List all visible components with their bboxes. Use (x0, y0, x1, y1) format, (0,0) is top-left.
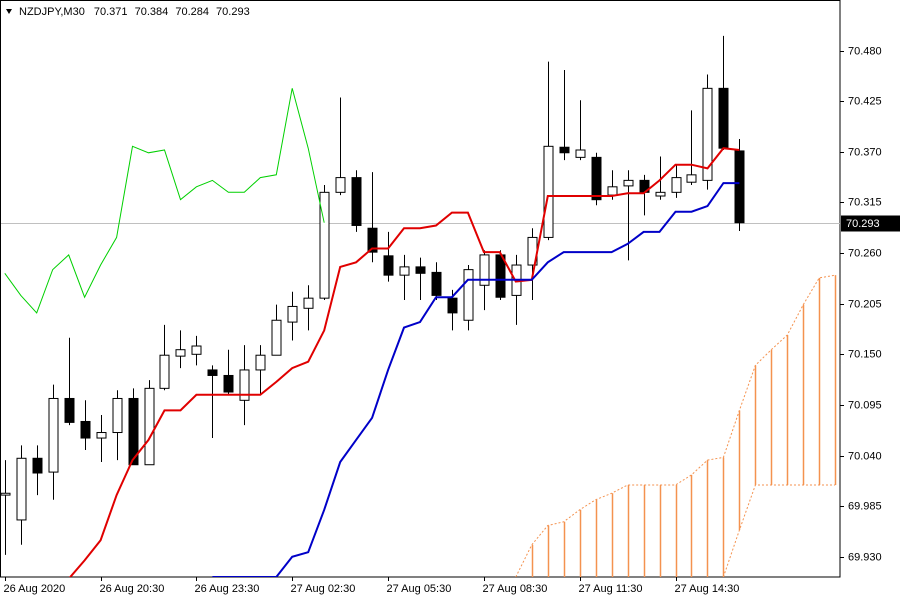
candle-body-up (303, 297, 314, 309)
candle-body-up (48, 397, 59, 473)
y-tick-label: 70.040 (848, 450, 882, 462)
y-tick-label: 70.480 (848, 45, 882, 57)
header-low: 70.284 (175, 6, 209, 18)
candle-body-up (1, 492, 11, 496)
plot-area (1, 35, 840, 577)
header-close: 70.293 (216, 6, 250, 18)
candle-body-down (32, 457, 43, 474)
candle-body-up (175, 349, 186, 357)
candle-body-up (607, 186, 618, 196)
candle-body-up (479, 254, 490, 286)
x-tick-label: 26 Aug 23:30 (195, 583, 260, 595)
candle-body-up (287, 305, 298, 323)
current-price-tag (841, 215, 900, 232)
candle-body-down (223, 374, 234, 393)
candle-body-up (16, 457, 27, 521)
candle-body-up (271, 319, 282, 356)
candle-body-up (144, 387, 155, 466)
candle-body-up (575, 149, 586, 158)
x-tick-label: 27 Aug 02:30 (291, 583, 356, 595)
y-tick-label: 70.370 (848, 146, 882, 158)
candle-body-up (399, 266, 410, 276)
indicator-line (212, 182, 740, 577)
candle-body-up (239, 369, 250, 401)
symbol: NZDJPY,M30 (19, 6, 85, 18)
y-tick-label: 70.150 (848, 348, 882, 360)
cloud-edge (722, 484, 836, 577)
candle-body-down (383, 255, 394, 276)
axes: 69.930 69.985 70.040 70.095 70.150 70.205 70.2… (4, 45, 900, 595)
header-high: 70.384 (135, 6, 169, 18)
indicator-line (4, 88, 325, 314)
candle-body-up (319, 191, 330, 299)
candle-body-up (191, 345, 202, 355)
candle-body-up (623, 179, 634, 187)
candle-body-up (702, 87, 713, 181)
candle-body-up (112, 397, 123, 434)
indicator-line (68, 147, 740, 577)
y-tick-label: 70.095 (848, 399, 882, 411)
y-tick-label: 69.930 (848, 551, 882, 563)
candle-body-up (463, 269, 474, 321)
candle-body-down (734, 150, 745, 224)
candle-body-up (543, 145, 554, 238)
candle-body-down (80, 420, 91, 439)
current-price-label: 70.293 (846, 218, 880, 230)
cloud-edge (515, 274, 836, 577)
x-tick-label: 26 Aug 20:30 (100, 583, 165, 595)
x-tick-label: 27 Aug 08:30 (483, 583, 548, 595)
y-tick-label: 70.425 (848, 95, 882, 107)
candle-body-up (159, 354, 170, 389)
x-tick-label: 27 Aug 14:30 (675, 583, 740, 595)
plot-frame (0, 0, 841, 578)
candle-body-down (718, 87, 729, 149)
candle-body-down (351, 177, 362, 226)
chart-header: NZDJPY,M30 70.371 70.384 70.284 70.293 (19, 6, 250, 18)
candle-body-down (207, 369, 218, 376)
candle-body-down (431, 271, 442, 296)
candle-body-up (655, 191, 666, 197)
x-tick-label: 26 Aug 2020 (4, 583, 66, 595)
y-tick-label: 70.260 (848, 247, 882, 259)
y-tick-label: 70.205 (848, 298, 882, 310)
candle-body-up (96, 432, 107, 439)
candle-body-down (128, 397, 139, 466)
candle-body-up (686, 174, 697, 183)
candle-body-down (447, 297, 458, 314)
y-tick-label: 69.985 (848, 500, 882, 512)
candle-body-up (335, 177, 346, 193)
symbol-menu-arrow[interactable] (6, 9, 12, 14)
y-tick-label: 70.315 (848, 196, 882, 208)
candle-body-down (64, 397, 75, 423)
candle-body-down (367, 227, 378, 253)
x-tick-label: 27 Aug 05:30 (387, 583, 452, 595)
candle-body-down (559, 146, 570, 154)
candle-body-down (591, 156, 602, 201)
candle-body-up (255, 354, 266, 371)
candle-body-down (415, 266, 426, 274)
header-open: 70.371 (94, 6, 128, 18)
candle-body-up (671, 177, 682, 193)
x-tick-label: 27 Aug 11:30 (579, 583, 643, 595)
